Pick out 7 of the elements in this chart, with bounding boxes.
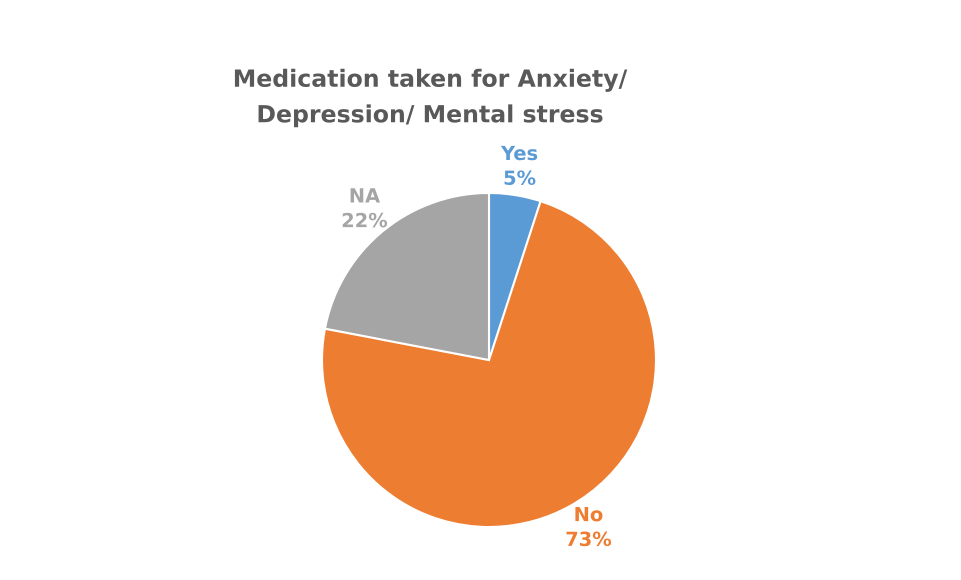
slice-label: NA <box>350 188 380 202</box>
slice-label: No <box>575 507 602 522</box>
data-label: 22% <box>342 212 388 228</box>
chart-title: Medication taken for Anxiety/ Depression/ Mental stress <box>234 68 628 128</box>
data-label: 73% <box>566 531 612 546</box>
data-label: 5% <box>504 170 536 186</box>
slice-label: Yes <box>500 146 538 160</box>
